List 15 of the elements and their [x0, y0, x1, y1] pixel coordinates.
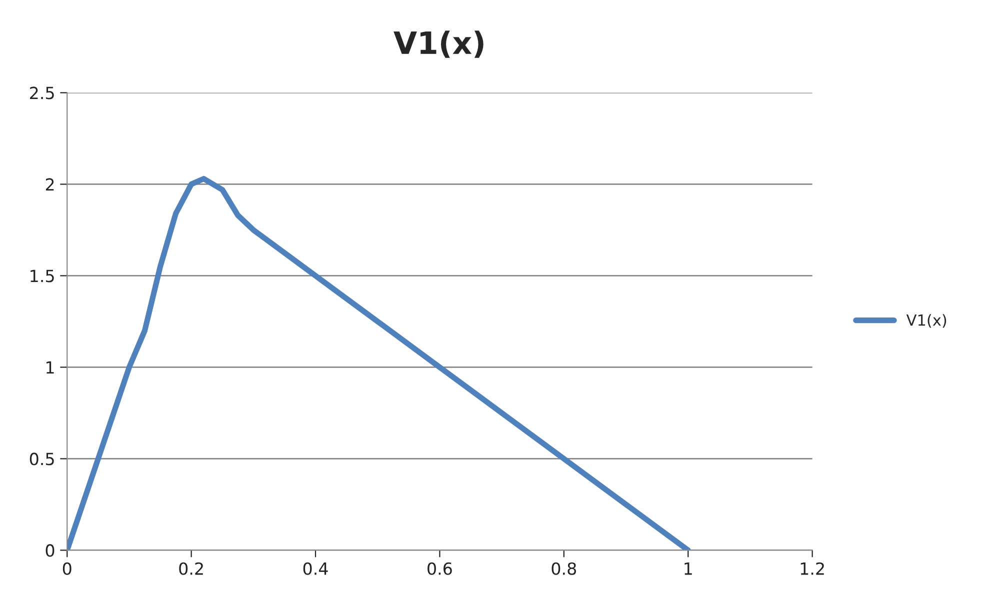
x-tick-label: 0.2 [179, 562, 203, 575]
x-tick-label: 0.8 [552, 562, 576, 575]
x-tick-label: 0.4 [303, 562, 328, 575]
x-tick-label: 1.2 [800, 562, 824, 575]
x-tick-label: 1 [684, 562, 692, 575]
x-tick-label: 0 [62, 562, 72, 575]
y-tick-label: 1 [46, 361, 54, 374]
y-tick-label: 2.5 [30, 86, 54, 100]
y-tick-label: 0 [46, 544, 54, 557]
x-tick-label: 0.6 [428, 562, 452, 575]
y-tick-label: 2 [46, 178, 54, 191]
chart-title: V1(x) [394, 30, 484, 58]
y-tick-label: 0.5 [30, 452, 54, 466]
legend-label: V1(x) [906, 314, 946, 328]
y-tick-label: 1.5 [30, 270, 54, 282]
